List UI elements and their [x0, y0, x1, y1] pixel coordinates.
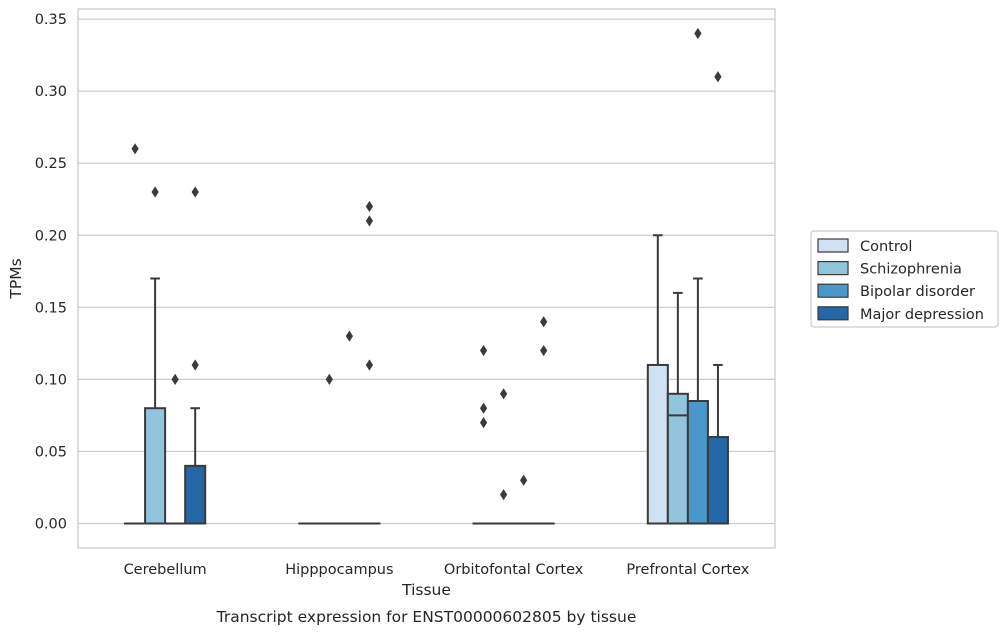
outlier-point: [191, 186, 199, 198]
legend-label: Major depression: [860, 307, 984, 323]
y-tick-label: 0.00: [35, 517, 67, 533]
y-axis-label: TPMs: [7, 258, 25, 299]
box-body: [144, 407, 167, 525]
box-major-depression: [532, 316, 555, 525]
outlier-point: [714, 71, 722, 83]
outlier-point: [694, 27, 702, 40]
box-major-depression: [358, 200, 381, 525]
legend-swatch: [817, 261, 849, 276]
x-tick-label: Prefrontal Cortex: [626, 562, 749, 578]
legend-label: Bipolar disorder: [860, 284, 975, 300]
box-body: [646, 363, 669, 525]
box-bipolar-disorder: [686, 27, 709, 525]
box-major-depression: [706, 71, 729, 525]
y-tick-label: 0.35: [35, 12, 67, 28]
outlier-point: [325, 373, 333, 385]
boxes-layer: [124, 27, 729, 525]
x-tick-label: Hipppocampus: [285, 562, 393, 578]
x-tick-label: Cerebellum: [124, 562, 207, 578]
chart-caption: Transcript expression for ENST0000060280…: [216, 608, 637, 626]
box-body: [706, 436, 729, 525]
outlier-point: [365, 215, 374, 227]
legend-label: Control: [860, 239, 912, 255]
y-tick-label: 0.10: [35, 372, 67, 388]
y-tick-label: 0.20: [35, 228, 67, 244]
outlier-point: [500, 489, 508, 501]
legend-label: Schizophrenia: [860, 262, 962, 278]
y-tick-label: 0.30: [35, 84, 67, 100]
outlier-point: [365, 359, 374, 371]
legend-swatch: [817, 306, 849, 321]
box-body: [686, 400, 709, 525]
legend-frame: [810, 230, 999, 328]
y-tick-labels: 0.00 0.05 0.10 0.15 0.20 0.25 0.30 0.35: [35, 12, 67, 532]
box-schizophrenia: [144, 186, 167, 525]
x-axis-label: Tissue: [401, 581, 451, 599]
box-control: [646, 234, 669, 525]
outlier-point: [151, 186, 159, 198]
outlier-point: [479, 417, 488, 429]
outlier-point: [479, 344, 488, 357]
outlier-point: [171, 373, 179, 385]
box-body: [666, 392, 689, 525]
y-tick-label: 0.15: [35, 300, 67, 316]
legend: Control Schizophrenia Bipolar disorder Majo…: [810, 230, 999, 328]
plot-frame: [77, 8, 776, 549]
outlier-point: [500, 388, 508, 400]
legend-swatch: [817, 238, 849, 253]
outlier-point: [131, 143, 139, 155]
box-schizophrenia: [666, 291, 689, 525]
x-tick-label: Orbitofontal Cortex: [444, 562, 584, 578]
y-tick-label: 0.25: [35, 156, 67, 172]
outlier-point: [345, 330, 353, 342]
outlier-point: [540, 344, 548, 357]
legend-swatch: [817, 283, 849, 298]
y-tick-label: 0.05: [35, 444, 67, 460]
outlier-point: [191, 359, 199, 371]
x-tick-labels: Cerebellum Hipppocampus Orbitofontal Corte…: [124, 562, 750, 578]
box-major-depression: [184, 186, 207, 525]
outlier-point: [540, 316, 548, 328]
box-body: [184, 464, 207, 525]
outlier-point: [479, 402, 488, 414]
outlier-point: [520, 474, 528, 486]
outlier-point: [365, 200, 374, 213]
